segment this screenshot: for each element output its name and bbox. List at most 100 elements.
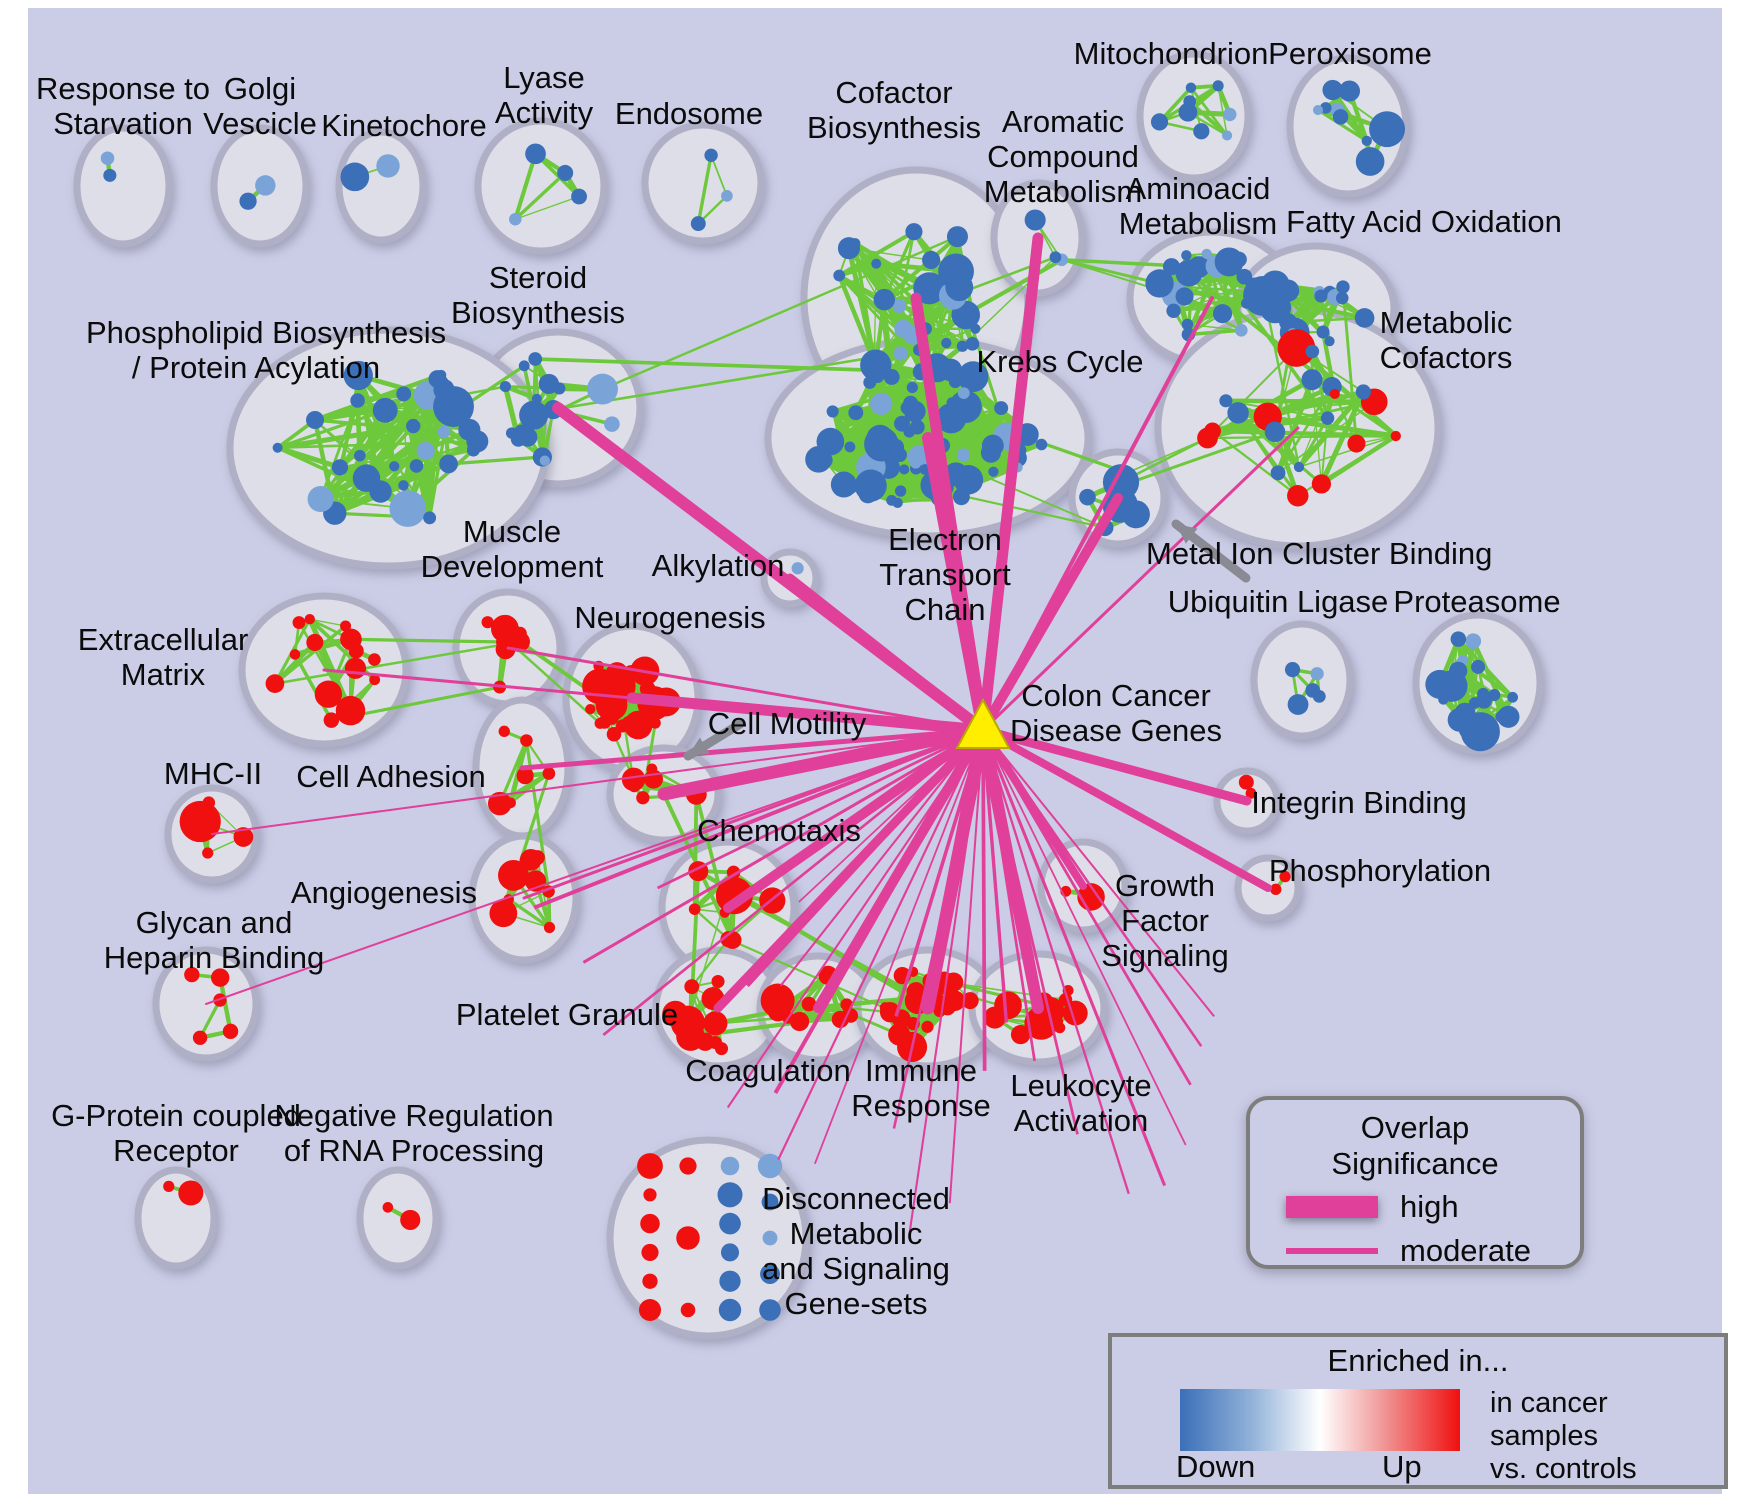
geneset-node[interactable] xyxy=(1162,258,1181,276)
hub-triangle-colon-cancer-disease-genes[interactable] xyxy=(955,697,1011,749)
geneset-node[interactable] xyxy=(1185,82,1197,93)
geneset-node[interactable] xyxy=(368,653,381,666)
geneset-node[interactable] xyxy=(1052,1016,1064,1027)
geneset-node[interactable] xyxy=(899,464,910,475)
geneset-node[interactable] xyxy=(615,719,630,733)
geneset-node[interactable] xyxy=(873,288,896,311)
geneset-node[interactable] xyxy=(1458,718,1480,740)
geneset-node[interactable] xyxy=(1471,659,1486,674)
geneset-node[interactable] xyxy=(1314,289,1328,303)
geneset-node[interactable] xyxy=(628,780,641,793)
geneset-node[interactable] xyxy=(690,216,706,232)
geneset-node[interactable] xyxy=(903,395,919,411)
geneset-node[interactable] xyxy=(848,405,864,421)
cluster-blob-endosome[interactable] xyxy=(641,121,765,245)
geneset-node[interactable] xyxy=(1049,251,1062,264)
geneset-node[interactable] xyxy=(272,442,283,453)
geneset-node[interactable] xyxy=(719,1212,741,1235)
geneset-node[interactable] xyxy=(961,992,979,1010)
geneset-node[interactable] xyxy=(801,996,817,1012)
geneset-node[interactable] xyxy=(1322,79,1343,101)
geneset-node[interactable] xyxy=(1448,661,1468,681)
geneset-node[interactable] xyxy=(826,405,839,418)
geneset-node[interactable] xyxy=(376,399,395,419)
geneset-node[interactable] xyxy=(789,1011,810,1032)
geneset-node[interactable] xyxy=(406,418,421,434)
geneset-node[interactable] xyxy=(1355,384,1371,400)
geneset-node[interactable] xyxy=(759,1299,781,1321)
geneset-node[interactable] xyxy=(1310,667,1324,681)
geneset-node[interactable] xyxy=(557,164,574,181)
geneset-node[interactable] xyxy=(307,486,334,513)
geneset-node[interactable] xyxy=(1166,303,1181,318)
geneset-node[interactable] xyxy=(717,1182,743,1208)
geneset-node[interactable] xyxy=(939,358,963,382)
geneset-node[interactable] xyxy=(1277,329,1316,367)
geneset-node[interactable] xyxy=(400,1209,421,1230)
geneset-node[interactable] xyxy=(292,616,306,630)
geneset-node[interactable] xyxy=(906,381,918,394)
geneset-node[interactable] xyxy=(1497,705,1520,728)
geneset-node[interactable] xyxy=(1214,247,1244,277)
geneset-node[interactable] xyxy=(886,494,898,506)
geneset-node[interactable] xyxy=(1320,411,1335,425)
geneset-node[interactable] xyxy=(805,446,832,473)
geneset-node[interactable] xyxy=(941,337,952,349)
geneset-node[interactable] xyxy=(965,336,980,351)
geneset-node[interactable] xyxy=(843,1008,859,1023)
geneset-node[interactable] xyxy=(872,471,884,483)
geneset-node[interactable] xyxy=(184,966,200,983)
geneset-node[interactable] xyxy=(849,238,861,249)
geneset-node[interactable] xyxy=(340,628,362,651)
geneset-node[interactable] xyxy=(762,1230,778,1246)
geneset-node[interactable] xyxy=(642,1273,658,1289)
geneset-node[interactable] xyxy=(606,726,622,742)
geneset-node[interactable] xyxy=(1175,287,1194,306)
geneset-node[interactable] xyxy=(721,190,733,202)
geneset-node[interactable] xyxy=(1079,887,1092,900)
geneset-node[interactable] xyxy=(983,1006,1006,1029)
geneset-node[interactable] xyxy=(956,340,969,352)
geneset-node[interactable] xyxy=(1347,434,1366,453)
geneset-node[interactable] xyxy=(489,899,518,928)
geneset-node[interactable] xyxy=(676,1226,700,1250)
geneset-node[interactable] xyxy=(910,457,922,469)
geneset-node[interactable] xyxy=(1301,369,1323,391)
geneset-node[interactable] xyxy=(306,410,325,430)
geneset-node[interactable] xyxy=(1238,774,1254,790)
geneset-node[interactable] xyxy=(587,373,618,405)
geneset-node[interactable] xyxy=(643,1188,657,1202)
geneset-node[interactable] xyxy=(306,633,324,651)
geneset-node[interactable] xyxy=(637,1153,663,1179)
geneset-node[interactable] xyxy=(396,386,412,402)
geneset-node[interactable] xyxy=(539,455,550,466)
geneset-node[interactable] xyxy=(870,392,893,416)
geneset-node[interactable] xyxy=(894,319,913,338)
geneset-node[interactable] xyxy=(466,443,480,457)
geneset-node[interactable] xyxy=(255,175,276,196)
geneset-node[interactable] xyxy=(1361,135,1372,147)
geneset-node[interactable] xyxy=(289,649,301,660)
geneset-node[interactable] xyxy=(892,299,907,314)
geneset-node[interactable] xyxy=(1338,80,1361,102)
geneset-node[interactable] xyxy=(946,226,968,248)
geneset-node[interactable] xyxy=(943,972,964,992)
geneset-node[interactable] xyxy=(369,674,381,686)
geneset-node[interactable] xyxy=(913,272,946,305)
geneset-node[interactable] xyxy=(1223,107,1237,122)
geneset-node[interactable] xyxy=(1311,474,1332,494)
geneset-node[interactable] xyxy=(344,657,367,679)
geneset-node[interactable] xyxy=(833,269,846,282)
geneset-node[interactable] xyxy=(881,1006,897,1022)
geneset-node[interactable] xyxy=(100,151,115,165)
geneset-node[interactable] xyxy=(416,441,435,461)
geneset-node[interactable] xyxy=(679,1157,697,1175)
geneset-node[interactable] xyxy=(1507,691,1519,703)
geneset-node[interactable] xyxy=(597,715,612,729)
geneset-node[interactable] xyxy=(543,921,556,934)
geneset-node[interactable] xyxy=(1324,336,1335,347)
cluster-blob-disconnected-metabolic-and-signaling-gene-sets[interactable] xyxy=(606,1136,810,1340)
geneset-node[interactable] xyxy=(1332,109,1349,125)
geneset-node[interactable] xyxy=(604,416,620,432)
geneset-node[interactable] xyxy=(684,979,700,995)
